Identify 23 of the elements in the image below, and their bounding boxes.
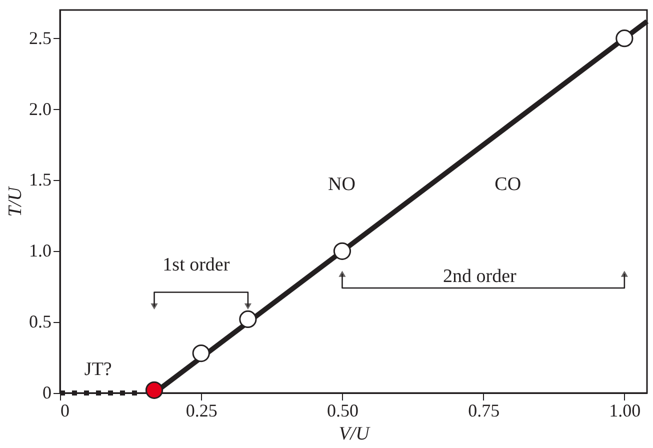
- point: [239, 310, 257, 328]
- y-tick-label: 2.0: [29, 98, 52, 119]
- y-tick-label: 1.5: [29, 170, 52, 190]
- x-tick-label: 0.75: [468, 400, 500, 420]
- x-tick-label: 0: [60, 400, 70, 420]
- y-tick-label: 1.0: [29, 240, 52, 261]
- annotation: JT?: [84, 358, 112, 380]
- point: [192, 344, 210, 362]
- y-tick-label: 0.5: [29, 312, 52, 332]
- x-tick-label: 0.50: [326, 400, 358, 420]
- annotation: NO: [328, 174, 356, 195]
- point: [145, 381, 164, 399]
- x-axis-title: V/U: [338, 424, 371, 444]
- annotation: 2nd order: [443, 266, 518, 287]
- y-tick-label: 2.5: [29, 28, 52, 48]
- y-tick-label: 0: [42, 382, 52, 402]
- y-axis-title: T/U: [5, 186, 26, 217]
- x-tick-label: 0.25: [186, 400, 218, 420]
- x-tick-label: 1.00: [609, 400, 641, 420]
- point: [333, 242, 352, 260]
- annotation: CO: [494, 174, 522, 195]
- point: [616, 30, 634, 48]
- annotation: 1st order: [162, 254, 230, 276]
